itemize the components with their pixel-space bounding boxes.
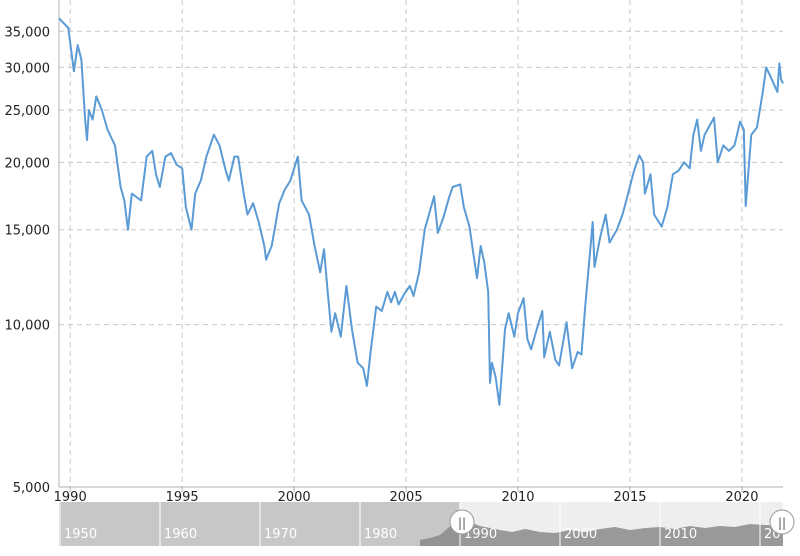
navigator-decade-label: 2010 xyxy=(664,527,697,542)
navigator-decade-label: 1980 xyxy=(364,527,397,542)
y-tick-label: 30,000 xyxy=(5,61,51,76)
y-tick-label: 15,000 xyxy=(5,224,51,239)
navigator-left-handle-glyph: || xyxy=(458,516,466,530)
navigator-right-handle[interactable]: || xyxy=(769,509,795,535)
x-tick-label: 2010 xyxy=(501,490,534,505)
x-tick-label: 2005 xyxy=(390,490,423,505)
x-tick-label: 1990 xyxy=(54,490,87,505)
y-tick-label: 35,000 xyxy=(5,25,51,40)
navigator-area xyxy=(420,520,783,546)
x-tick-label: 1995 xyxy=(166,490,199,505)
navigator-decade-label: 2000 xyxy=(564,527,597,542)
plot-area: 5,000 10,000 15,000 20,000 25,000 30,000 35,00… xyxy=(5,0,784,505)
range-navigator[interactable]: 1950 1960 1970 1980 1990 2000 2010 20 || || xyxy=(59,502,795,546)
navigator-decade-label: 1990 xyxy=(464,527,497,542)
navigator-left-handle[interactable]: || xyxy=(449,509,475,535)
x-tick-label: 2020 xyxy=(725,490,758,505)
x-tick-label: 2000 xyxy=(278,490,311,505)
navigator-decade-label: 1960 xyxy=(164,527,197,542)
navigator-right-handle-glyph: || xyxy=(778,516,786,530)
x-tick-label: 2015 xyxy=(613,490,646,505)
y-tick-label: 5,000 xyxy=(13,481,50,496)
navigator-decade-label: 1950 xyxy=(64,527,97,542)
series-line xyxy=(58,17,784,406)
y-tick-label: 25,000 xyxy=(5,104,51,119)
navigator-decade-label: 1970 xyxy=(264,527,297,542)
y-tick-label: 20,000 xyxy=(5,156,51,171)
y-tick-label: 10,000 xyxy=(5,319,51,334)
